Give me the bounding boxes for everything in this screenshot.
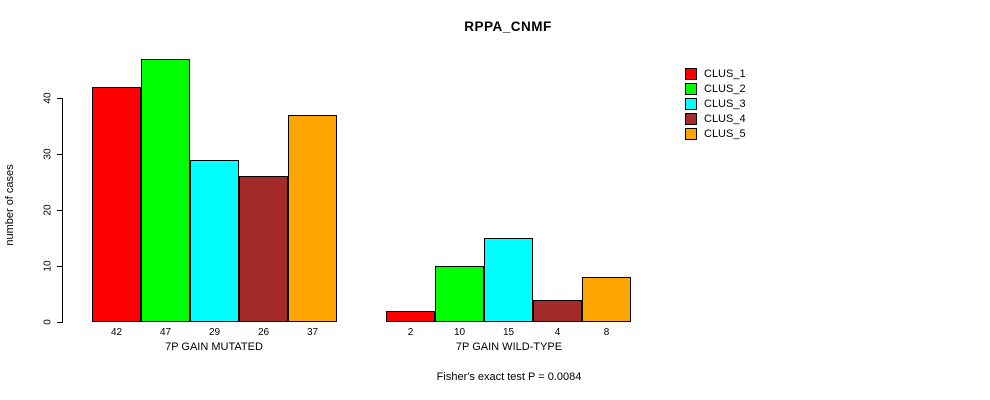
bar-value-label: 4 xyxy=(554,327,561,338)
y-axis-line xyxy=(62,98,63,323)
bar-clus_1-group2 xyxy=(386,311,435,322)
legend-label: CLUS_5 xyxy=(704,127,746,140)
legend-row-clus_4: CLUS_4 xyxy=(685,111,746,126)
bar-clus_2-group1 xyxy=(141,59,190,322)
bar-clus_3-group1 xyxy=(190,160,239,322)
y-axis-tick-label: 30 xyxy=(42,148,54,160)
bar-clus_5-group1 xyxy=(288,115,337,322)
y-axis-label: number of cases xyxy=(4,164,16,246)
bar-clus_4-group2 xyxy=(533,300,582,322)
y-axis-tick-label: 10 xyxy=(42,260,54,272)
bar-clus_4-group1 xyxy=(239,176,288,322)
legend-swatch-icon xyxy=(685,112,697,125)
legend-label: CLUS_1 xyxy=(704,67,746,80)
bar-value-label: 10 xyxy=(453,327,466,338)
bar-value-label: 37 xyxy=(306,327,319,338)
y-axis-tick-label: 40 xyxy=(42,92,54,104)
bar-value-label: 29 xyxy=(208,327,221,338)
y-axis-tick-label: 20 xyxy=(42,204,54,216)
group-label-wild-type: 7P GAIN WILD-TYPE xyxy=(455,341,563,353)
chart-title: RPPA_CNMF xyxy=(464,19,552,34)
footer-annotation: Fisher's exact test P = 0.0084 xyxy=(436,371,582,383)
legend-row-clus_1: CLUS_1 xyxy=(685,66,746,81)
legend-label: CLUS_4 xyxy=(704,112,746,125)
bar-clus_5-group2 xyxy=(582,277,631,322)
y-axis-tick xyxy=(57,154,62,155)
legend-label: CLUS_2 xyxy=(704,82,746,95)
bar-value-label: 47 xyxy=(159,327,172,338)
group-label-mutated: 7P GAIN MUTATED xyxy=(165,341,263,353)
legend-swatch-icon xyxy=(685,67,697,80)
y-axis-tick xyxy=(57,266,62,267)
bar-value-label: 15 xyxy=(502,327,515,338)
legend: CLUS_1 CLUS_2 CLUS_3 CLUS_4 CLUS_5 xyxy=(685,66,746,141)
bar-value-label: 2 xyxy=(407,327,414,338)
bar-value-label: 42 xyxy=(110,327,123,338)
legend-row-clus_2: CLUS_2 xyxy=(685,81,746,96)
bar-value-label: 8 xyxy=(603,327,610,338)
legend-label: CLUS_3 xyxy=(704,97,746,110)
bar-clus_2-group2 xyxy=(435,266,484,322)
legend-row-clus_5: CLUS_5 xyxy=(685,126,746,141)
legend-row-clus_3: CLUS_3 xyxy=(685,96,746,111)
bar-value-label: 26 xyxy=(257,327,270,338)
y-axis-tick xyxy=(57,322,62,323)
legend-swatch-icon xyxy=(685,82,697,95)
legend-swatch-icon xyxy=(685,97,697,110)
y-axis-tick xyxy=(57,98,62,99)
y-axis-tick xyxy=(57,210,62,211)
bar-clus_1-group1 xyxy=(92,87,141,322)
y-axis-tick-label: 0 xyxy=(42,319,54,325)
bar-clus_3-group2 xyxy=(484,238,533,322)
legend-swatch-icon xyxy=(685,127,697,140)
